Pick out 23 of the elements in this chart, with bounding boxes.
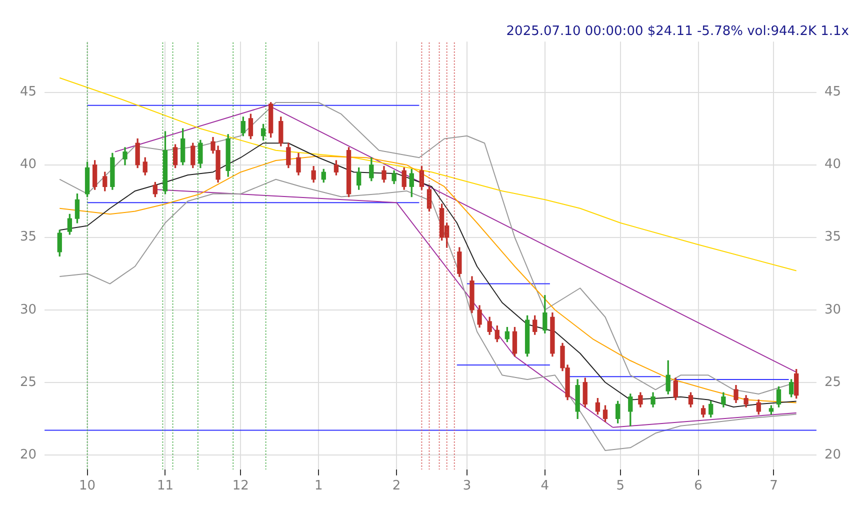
- x-tick-label: 1: [314, 478, 323, 494]
- y-tick-label: 30: [20, 302, 37, 318]
- y-tick-label: 20: [20, 447, 37, 462]
- x-tick-label: 6: [694, 478, 702, 494]
- y2-tick-label: 25: [824, 374, 842, 390]
- y-tick-label: 25: [20, 374, 37, 390]
- y2-tick-label: 45: [824, 84, 842, 100]
- x-tick-label: 10: [79, 478, 96, 494]
- chart-title: 2025.07.10 00:00:00 $24.11 -5.78% vol:944.2K 1.1x: [506, 24, 850, 40]
- y-tick-label: 40: [20, 157, 37, 172]
- y2-tick-label: 40: [824, 157, 842, 172]
- x-tick-label: 12: [232, 478, 249, 494]
- x-tick-label: 7: [770, 478, 778, 494]
- x-tick-label: 5: [616, 478, 624, 494]
- y2-tick-label: 30: [824, 302, 842, 318]
- x-tick-label: 2: [392, 478, 401, 494]
- y-tick-label: 45: [20, 84, 37, 100]
- x-tick-label: 4: [540, 478, 550, 494]
- x-tick-label: 11: [156, 478, 174, 494]
- y2-tick-label: 35: [824, 230, 842, 245]
- x-tick-label: 3: [462, 478, 472, 494]
- y-tick-label: 35: [20, 230, 37, 245]
- y2-tick-label: 20: [824, 447, 842, 462]
